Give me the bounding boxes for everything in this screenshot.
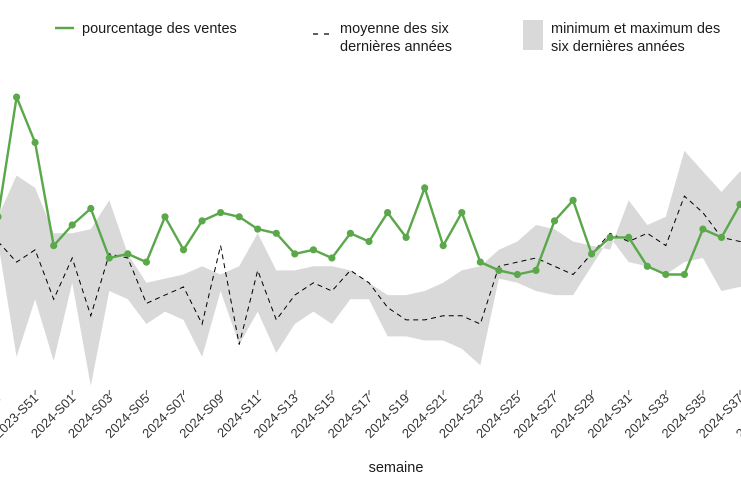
sales-point-2024-S05 [142, 258, 150, 266]
sales-point-2024-S35 [699, 225, 707, 233]
sales-point-2023-S50 [13, 93, 21, 101]
legend-label-average-line-1: moyenne des six [340, 21, 450, 37]
sales-point-2024-S34 [680, 270, 689, 279]
sales-point-2024-S09 [217, 209, 225, 217]
sales-point-2024-S37 [736, 200, 741, 208]
sales-point-2024-S07 [179, 246, 188, 254]
sales-point-2024-S01 [68, 221, 76, 229]
sales-point-2024-S12 [272, 229, 280, 237]
sales-point-2024-S30 [606, 233, 614, 241]
sales-point-2024-S18 [384, 209, 392, 217]
sales-point-2024-S33 [662, 270, 670, 279]
sales-point-2024-S11 [254, 225, 262, 233]
x-axis-title: semaine [369, 460, 424, 476]
sales-point-2024-S27 [550, 217, 559, 225]
sales-point-2024-S14 [309, 246, 317, 254]
sales-point-2024-S26 [532, 266, 540, 274]
sales-point-2024-S29 [588, 250, 596, 258]
sales-point-2024-S22 [458, 209, 466, 217]
sales-point-2024-S15 [328, 254, 336, 262]
legend-label-average-line-2: dernières années [340, 39, 452, 55]
sales-point-2024-S31 [625, 233, 633, 241]
sales-point-2024-S02 [87, 204, 95, 213]
sales-point-2024-S25 [513, 270, 522, 279]
sales-point-2024-S19 [402, 233, 410, 241]
sales-point-2024-S24 [495, 266, 503, 274]
legend-label-minmax-line-2: six dernières années [551, 39, 685, 55]
sales-line-layer [0, 93, 741, 279]
minmax-band [0, 150, 741, 386]
legend-swatch-minmax-band [523, 20, 543, 50]
sales-point-2023-S52 [50, 242, 58, 250]
sales-point-2024-S32 [643, 262, 651, 270]
sales-point-2023-S51 [31, 138, 39, 147]
average-line-layer [0, 195, 741, 345]
sales-point-2024-S03 [105, 254, 113, 262]
sales-point-2024-S06 [161, 213, 169, 221]
legend: pourcentage des ventes moyenne des six d… [55, 20, 720, 55]
sales-point-2024-S36 [717, 233, 726, 241]
sales-point-2024-S17 [365, 237, 373, 246]
legend-label-minmax-line-1: minimum et maximum des [551, 21, 720, 37]
x-axis: 2023-S492023-S512024-S012024-S032024-S05… [0, 390, 741, 441]
sales-point-2024-S04 [124, 250, 132, 258]
sales-point-2024-S10 [235, 213, 243, 221]
sales-point-2024-S21 [439, 242, 447, 250]
sales-point-2024-S23 [476, 258, 484, 266]
average-line [0, 195, 741, 345]
sales-point-2023-S49 [0, 213, 2, 220]
sales-point-2024-S16 [346, 229, 354, 237]
minmax-band-layer [0, 150, 741, 386]
sales-point-2024-S20 [421, 184, 429, 192]
sales-point-2024-S08 [198, 217, 206, 225]
sales-point-2024-S28 [569, 196, 577, 204]
legend-label-sales: pourcentage des ventes [82, 21, 237, 37]
sales-point-2024-S13 [291, 250, 299, 258]
